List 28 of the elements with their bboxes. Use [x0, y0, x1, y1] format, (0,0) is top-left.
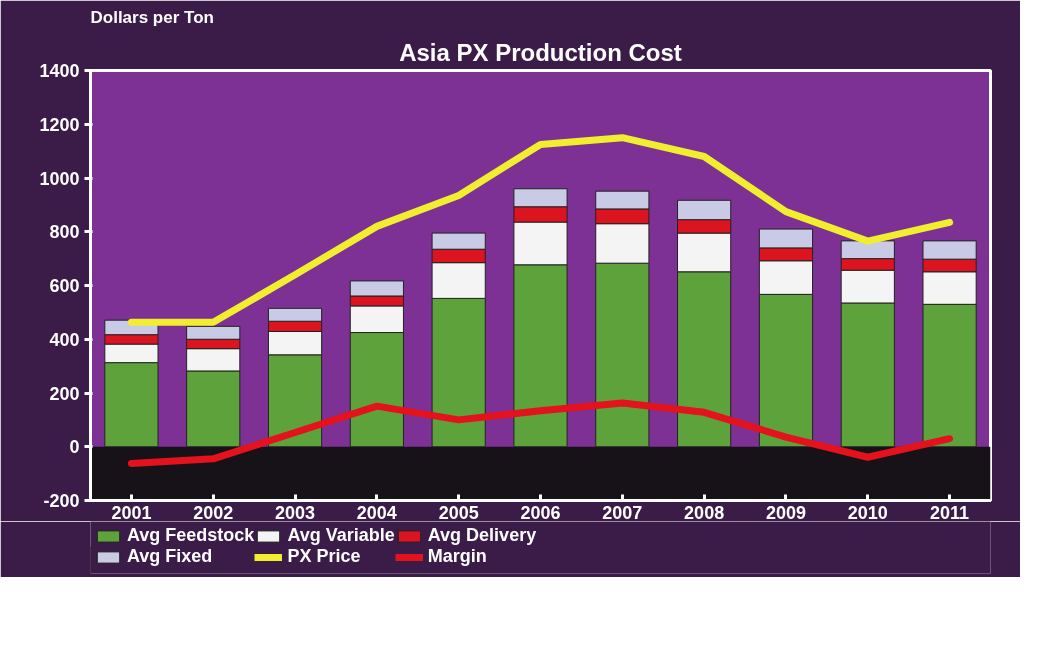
chart-title: Asia PX Production Cost	[399, 38, 682, 66]
y-tick-label: 400	[49, 329, 80, 350]
legend-label: Avg Delivery	[427, 525, 537, 546]
y-tick-label: 600	[49, 276, 80, 296]
x-tick-label: 2003	[275, 502, 316, 523]
y-tick-label: 1400	[39, 61, 80, 81]
y-tick-label: -200	[43, 491, 80, 511]
x-tick-label: 2007	[602, 502, 643, 523]
legend-label: PX Price	[287, 546, 361, 567]
legend-label: Margin	[427, 546, 487, 567]
x-tick-label: 2001	[111, 502, 152, 523]
x-tick-label: 2004	[356, 502, 397, 523]
x-tick-label: 2011	[930, 502, 970, 523]
x-tick-label: 2010	[847, 502, 888, 523]
legend-label: Avg Fixed	[127, 546, 213, 567]
x-tick-label: 2009	[765, 502, 806, 523]
y-tick-label: 0	[69, 437, 80, 458]
x-tick-label: 2002	[193, 502, 234, 523]
legend-label: Avg Feedstock	[127, 525, 255, 546]
y-tick-label: 800	[49, 222, 80, 243]
y-tick-label: 200	[49, 383, 80, 404]
y-tick-label: 1200	[39, 114, 80, 135]
y-axis-title: Dollars per Ton	[90, 7, 214, 27]
y-tick-label: 1000	[39, 168, 80, 189]
x-tick-label: 2006	[520, 502, 561, 523]
legend-label: Avg Variable	[287, 525, 395, 546]
x-tick-label: 2008	[684, 502, 725, 523]
x-tick-label: 2005	[438, 502, 479, 523]
